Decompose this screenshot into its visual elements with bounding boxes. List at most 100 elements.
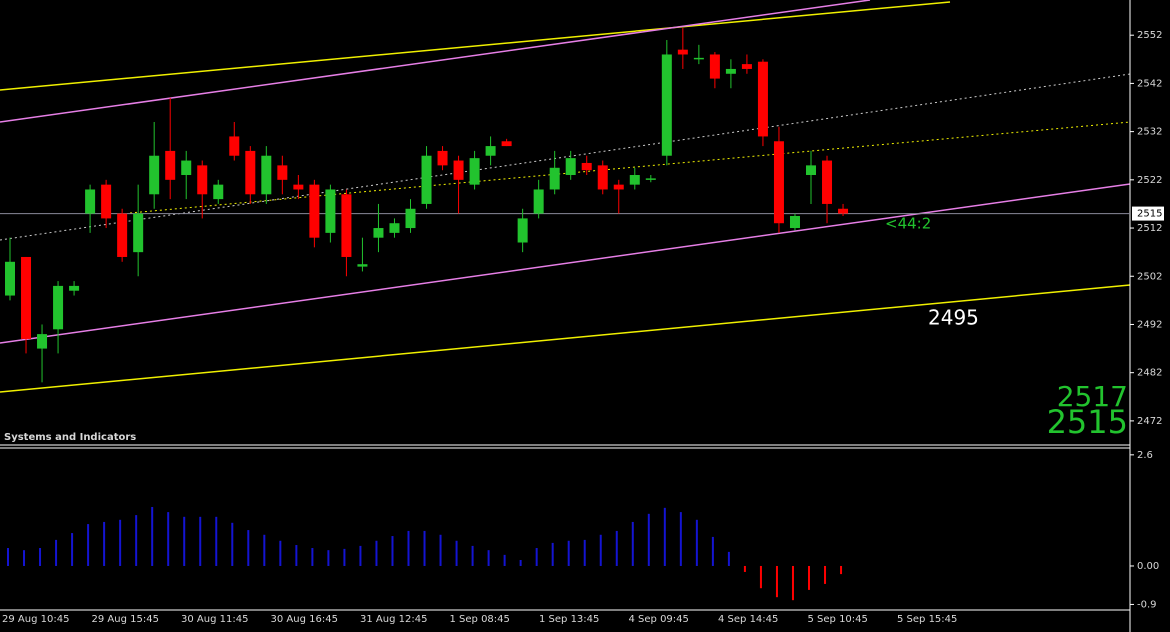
candle-body	[421, 155, 432, 204]
y-tick-label: 2492	[1137, 319, 1162, 330]
histogram-bar	[167, 512, 170, 566]
histogram-bar	[199, 516, 202, 566]
candle-body	[789, 215, 800, 229]
histogram-bar	[135, 515, 138, 566]
histogram-bar	[375, 540, 378, 566]
histogram-bar	[775, 565, 778, 598]
x-tick-label: 29 Aug 15:45	[92, 614, 159, 625]
candle-body	[757, 61, 768, 137]
y-tick-label: 2522	[1137, 175, 1162, 186]
candle-body	[389, 223, 400, 233]
candle-body	[581, 162, 592, 171]
candle-body	[37, 334, 48, 349]
histogram-bar	[535, 548, 538, 566]
histogram-bar	[679, 512, 682, 566]
y-tick-label: 2.6	[1137, 450, 1153, 461]
histogram-bar	[663, 507, 666, 566]
y-tick-label: 2482	[1137, 368, 1162, 379]
histogram-bar	[519, 559, 522, 566]
histogram-bar	[215, 516, 218, 566]
panel-title: Systems and Indicators	[4, 432, 136, 443]
histogram-bar	[343, 548, 346, 566]
candle-body	[229, 136, 240, 156]
x-tick-label: 4 Sep 14:45	[718, 614, 778, 625]
channel-line	[0, 183, 1131, 344]
candle-body	[325, 189, 336, 233]
histogram-bar	[327, 550, 330, 566]
candle-body	[709, 54, 720, 79]
annotation: 2517	[1057, 380, 1128, 413]
candle-body	[309, 184, 320, 238]
histogram-bar	[55, 539, 58, 566]
histogram-bar	[455, 540, 458, 566]
y-tick-label: 0.00	[1137, 561, 1159, 572]
y-tick-label: 2532	[1137, 127, 1162, 138]
channel-midline	[0, 73, 1131, 241]
y-tick-label: 2542	[1137, 78, 1162, 89]
candle-body	[597, 165, 608, 190]
candle-body	[773, 141, 784, 224]
histogram-bar	[407, 530, 410, 566]
candle-body	[806, 165, 816, 176]
y-tick-label: 2552	[1137, 30, 1162, 41]
current-price-box	[1132, 206, 1164, 221]
x-tick-label: 5 Sep 15:45	[897, 614, 957, 625]
histogram-bar	[711, 536, 714, 566]
x-tick-label: 29 Aug 10:45	[2, 614, 69, 625]
channel-line	[0, 1, 951, 91]
histogram-bar	[808, 565, 810, 590]
candle-body	[5, 261, 15, 296]
histogram-bar	[631, 521, 634, 566]
candle-body	[629, 175, 640, 185]
histogram-bar	[263, 534, 266, 566]
y-tick-label: 2472	[1137, 416, 1162, 427]
candle-body	[437, 150, 448, 166]
candle-body	[117, 213, 128, 257]
candle-body	[53, 285, 64, 330]
histogram-bar	[615, 530, 618, 566]
trend-lines	[0, 0, 1131, 393]
candle-body	[485, 146, 496, 156]
histogram-bar	[311, 548, 314, 566]
channel-line	[0, 284, 1131, 393]
candle-body	[677, 49, 688, 55]
candle-body	[741, 64, 752, 69]
annotation: 2495	[928, 306, 979, 330]
histogram-bar	[743, 565, 746, 572]
histogram-bar	[279, 540, 282, 566]
candle-body	[261, 155, 272, 195]
histogram-bar	[359, 545, 362, 566]
histogram-bar	[599, 534, 602, 566]
candle-body	[69, 285, 80, 291]
histogram-bar	[103, 521, 106, 566]
histogram-bar	[840, 565, 843, 575]
candle-body	[405, 208, 416, 229]
histogram-bar	[647, 513, 650, 566]
histogram-bar	[439, 534, 442, 566]
histogram-bar	[791, 565, 794, 601]
histogram-bar	[119, 519, 122, 566]
histogram-bar	[503, 554, 506, 566]
histogram-bar	[824, 565, 827, 584]
histogram-bar	[39, 548, 42, 566]
histogram-bar	[551, 542, 554, 566]
histogram-bar	[23, 550, 26, 566]
y-tick-label: -0.9	[1137, 599, 1157, 610]
x-tick-label: 31 Aug 12:45	[360, 614, 427, 625]
histogram-bar	[583, 539, 586, 566]
histogram-bar	[567, 540, 570, 566]
candle-body	[661, 54, 672, 156]
histogram-bar	[231, 522, 234, 566]
candle-body	[197, 165, 208, 195]
candle-body	[277, 165, 288, 180]
current-price-label: 2515	[1137, 209, 1162, 220]
histogram-bar	[759, 565, 762, 589]
channel-midline	[129, 121, 1131, 214]
candle-body	[549, 167, 560, 190]
histogram-bar	[71, 533, 74, 566]
histogram-bar	[7, 548, 9, 566]
x-tick-label: 30 Aug 16:45	[271, 614, 338, 625]
histogram-bar	[87, 524, 90, 566]
histogram-bar	[727, 551, 730, 566]
candle-body	[357, 264, 368, 267]
